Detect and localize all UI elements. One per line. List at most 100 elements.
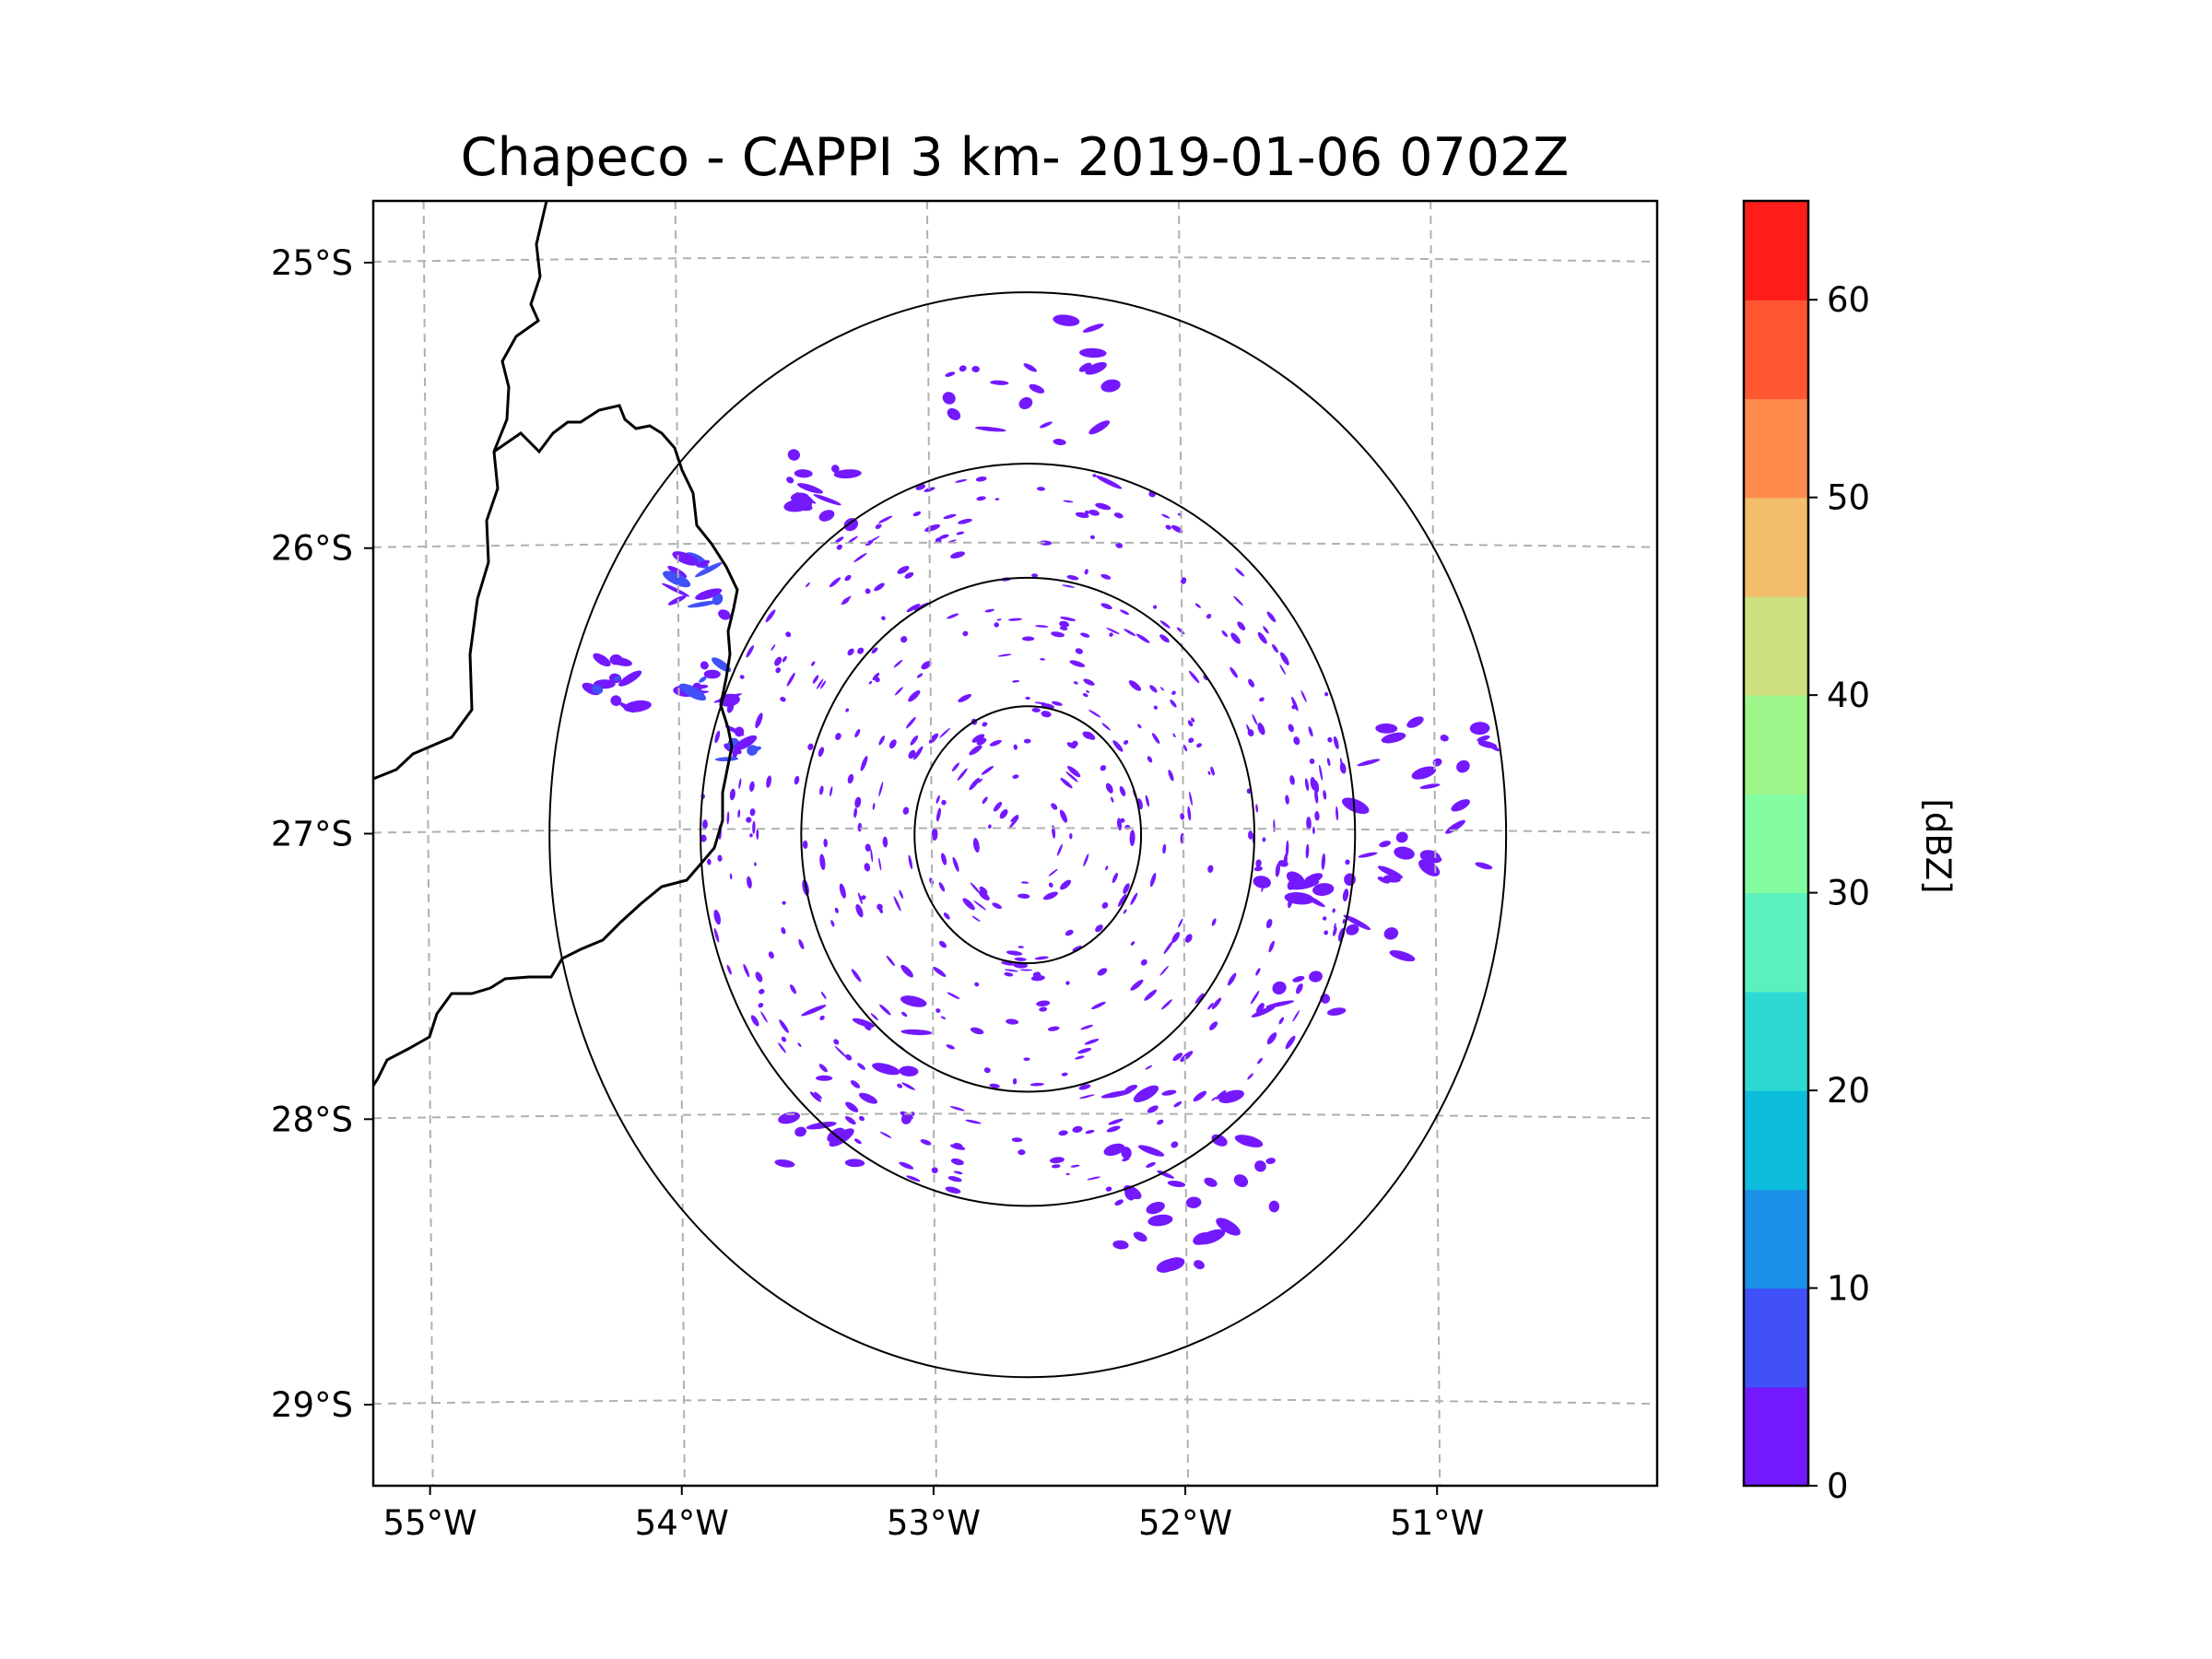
echo-speck: [835, 733, 841, 740]
lat-tick-label: 26°S: [271, 529, 353, 569]
echo-speck: [738, 778, 742, 789]
echo-cell: [806, 1121, 837, 1130]
echo-cell: [815, 1075, 833, 1081]
echo-cell: [1204, 1177, 1218, 1187]
echo-speck: [1025, 696, 1030, 700]
echo-speck: [1268, 940, 1275, 953]
echo-speck: [1013, 744, 1018, 750]
echo-cell: [843, 517, 859, 532]
lat-gridline: [373, 1398, 1657, 1406]
echo-speck: [878, 515, 893, 524]
echo-speck: [1091, 1001, 1106, 1010]
echo-speck: [950, 1158, 964, 1166]
echo-speck: [1304, 778, 1310, 792]
echo-speck: [802, 840, 808, 850]
echo-speck: [1152, 605, 1158, 609]
echo-cell: [1265, 1000, 1295, 1008]
echo-cell: [794, 1126, 806, 1137]
echo-speck: [1147, 756, 1153, 763]
echo-cell: [718, 609, 731, 620]
echo-speck: [820, 680, 827, 689]
echo-speck: [1105, 782, 1113, 794]
echo-speck: [1333, 735, 1339, 749]
echo-speck: [1278, 1017, 1285, 1025]
echo-cell: [1100, 379, 1121, 393]
colorbar-segment: [1744, 398, 1808, 499]
echo-cell: [1251, 1006, 1276, 1018]
echo-speck: [1189, 791, 1193, 806]
echo-speck: [952, 856, 959, 872]
range-ring: [913, 705, 1143, 965]
echo-speck: [737, 809, 741, 818]
echo-speck: [1207, 865, 1214, 873]
echo-speck: [1161, 513, 1171, 519]
echo-speck: [750, 1015, 759, 1027]
echo-speck: [1004, 969, 1018, 972]
echo-speck: [1216, 1090, 1227, 1100]
echo-speck: [1153, 705, 1159, 710]
echo-speck: [1182, 744, 1188, 752]
echo-cell: [813, 494, 841, 506]
echo-cell: [1039, 421, 1053, 429]
echo-speck: [1007, 618, 1022, 621]
echo-speck: [1149, 872, 1157, 888]
echo-speck: [702, 819, 708, 830]
echo-speck: [858, 1115, 865, 1122]
echo-speck: [1039, 1006, 1048, 1012]
lat-gridline: [373, 827, 1657, 834]
echo-speck: [1144, 989, 1158, 1001]
echo-cell: [790, 492, 810, 503]
echo-speck: [749, 833, 753, 838]
echo-speck: [847, 535, 858, 544]
echo-speck: [912, 511, 922, 517]
echo-speck: [1075, 1055, 1085, 1060]
echo-speck: [1041, 711, 1052, 718]
echo-speck: [955, 478, 968, 483]
echo-speck: [1178, 918, 1183, 928]
colorbar-label: [dBZ]: [1918, 798, 1958, 893]
echo-speck: [928, 733, 939, 744]
echo-speck: [1266, 1032, 1277, 1045]
echo-speck: [888, 739, 897, 749]
echo-cell: [1377, 877, 1390, 884]
echo-cell: [1234, 1135, 1264, 1147]
echo-cell: [858, 1092, 878, 1104]
echo-cell: [1292, 975, 1305, 982]
echo-speck: [1095, 502, 1112, 511]
echo-cell: [1112, 1240, 1129, 1250]
lon-gridline: [1430, 201, 1441, 1486]
echo-cell: [818, 510, 835, 522]
echo-speck: [1263, 626, 1269, 634]
echo-speck: [1312, 827, 1315, 835]
echo-speck: [1078, 1084, 1091, 1090]
echo-speck: [878, 782, 884, 797]
echo-cell: [786, 477, 794, 484]
echo-speck: [855, 903, 864, 918]
echo-speck: [1082, 693, 1088, 698]
echo-speck: [845, 708, 850, 712]
echo-speck: [1255, 968, 1261, 976]
echo-speck: [1115, 542, 1124, 548]
echo-speck: [1086, 690, 1090, 693]
echo-speck: [778, 1042, 786, 1053]
echo-speck: [1084, 569, 1088, 575]
echo-speck: [1211, 1097, 1217, 1101]
echo-speck: [956, 531, 965, 535]
echo-speck: [1196, 743, 1203, 748]
echo-speck: [1171, 932, 1181, 943]
echo-speck: [1009, 816, 1019, 829]
echo-speck: [1120, 609, 1130, 616]
echo-speck: [1123, 883, 1130, 894]
map-frame: [371, 199, 1659, 1488]
echo-speck: [1135, 633, 1150, 643]
echo-speck: [760, 1011, 768, 1023]
echo-cell: [974, 426, 1006, 432]
echo-speck: [1300, 689, 1307, 702]
echo-speck: [949, 1106, 965, 1112]
echo-cell: [1233, 1174, 1249, 1188]
echo-speck: [1092, 474, 1097, 477]
echo-speck: [1088, 710, 1101, 718]
echo-speck: [865, 539, 874, 547]
echo-cell: [1114, 1199, 1124, 1206]
